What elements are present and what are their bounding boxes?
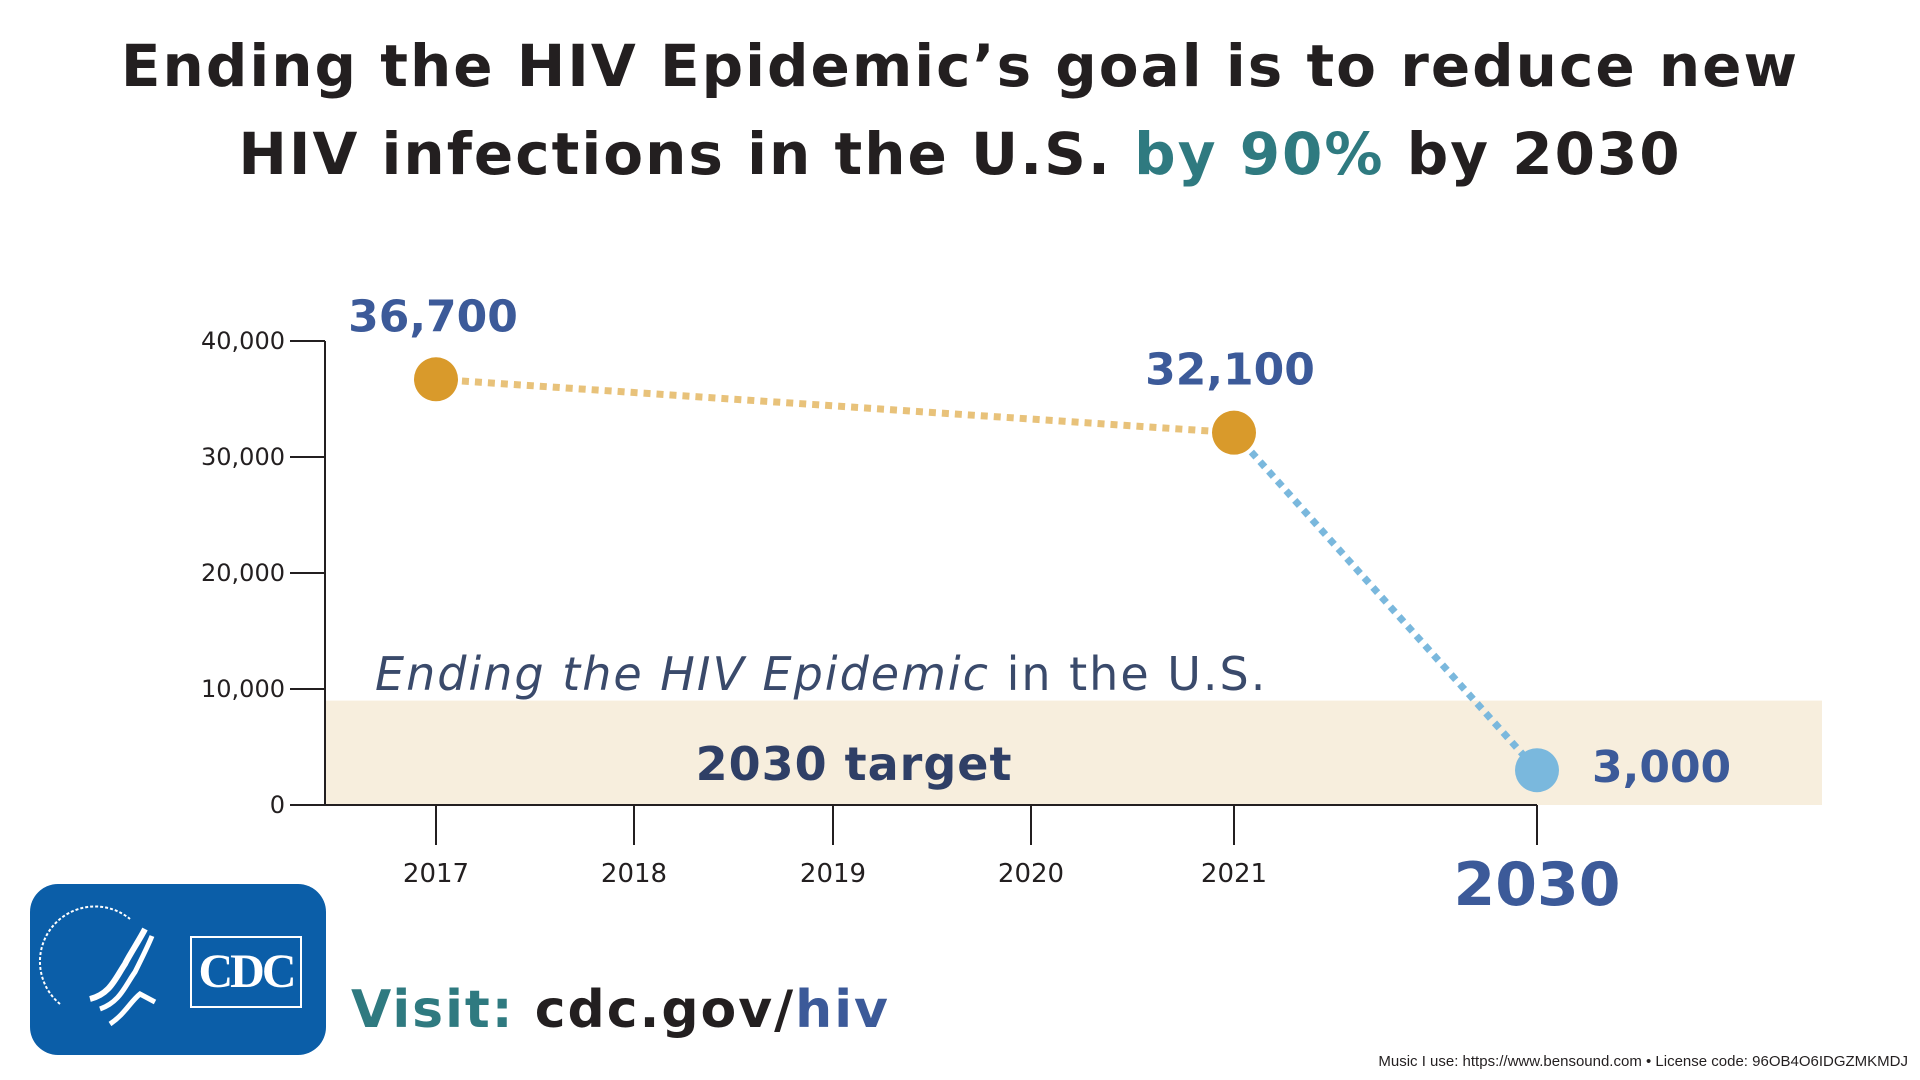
y-tick-label: 20,000 — [201, 559, 285, 587]
title-suffix: by 2030 — [1406, 120, 1682, 188]
annotation-italic: Ending the HIV Epidemic — [375, 647, 1007, 701]
visit-label: Visit: — [351, 980, 515, 1040]
title-line-2: HIV infections in the U.S. by 90% by 203… — [0, 120, 1920, 188]
data-label-2021: 32,100 — [1145, 345, 1315, 396]
data-label-2030: 3,000 — [1592, 742, 1731, 793]
data-label-2017: 36,700 — [348, 291, 518, 342]
visit-domain: cdc.gov/ — [534, 980, 796, 1040]
data-point-2017 — [414, 357, 458, 402]
target-band — [325, 700, 1822, 805]
x-tick-label: 2030 — [1454, 850, 1621, 920]
cdc-wordmark: CDC — [190, 936, 302, 1008]
x-tick-label: 2021 — [1201, 859, 1267, 889]
y-tick-label: 40,000 — [201, 327, 285, 355]
music-credit: Music I use: https://www.bensound.com • … — [1378, 1053, 1908, 1070]
projected-trend-line — [1231, 430, 1540, 773]
annotation: Ending the HIV Epidemic in the U.S. — [375, 647, 1267, 701]
data-point-2030 — [1515, 748, 1559, 793]
target-band-label: 2030 target — [696, 737, 1013, 791]
x-tick-label: 2017 — [403, 859, 469, 889]
y-tick-label: 0 — [270, 791, 285, 819]
title-prefix: HIV infections in the U.S. — [238, 120, 1112, 188]
title-accent: by 90% — [1134, 120, 1385, 188]
visit-path: hiv — [795, 980, 890, 1040]
x-tick-label: 2019 — [800, 859, 866, 889]
y-tick-label: 10,000 — [201, 675, 285, 703]
y-tick-label: 30,000 — [201, 443, 285, 471]
annotation-suffix: in the U.S. — [1007, 647, 1268, 701]
visit-link[interactable]: Visit: cdc.gov/hiv — [351, 980, 890, 1040]
title-line-1: Ending the HIV Epidemic’s goal is to red… — [120, 32, 1800, 100]
actual-trend-line — [435, 375, 1235, 437]
x-tick-label: 2020 — [998, 859, 1064, 889]
data-point-2021 — [1212, 410, 1256, 455]
hhs-eagle-icon — [38, 905, 157, 1027]
x-tick-label: 2018 — [601, 859, 667, 889]
cdc-logo[interactable]: CDC — [30, 884, 326, 1055]
